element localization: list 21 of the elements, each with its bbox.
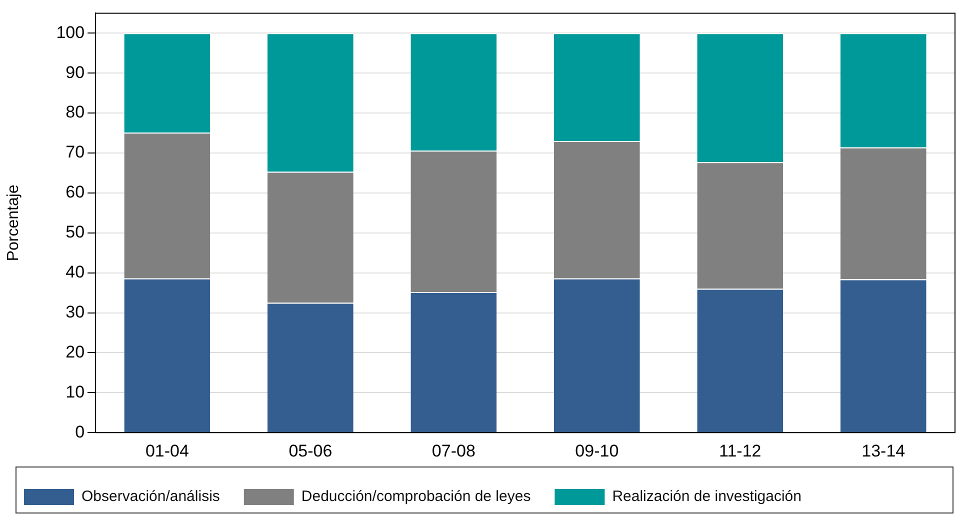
y-tick-label: 100 — [56, 22, 85, 42]
y-tick-label: 20 — [66, 342, 85, 362]
y-tick-label: 70 — [66, 142, 85, 162]
y-tick-label: 90 — [66, 62, 85, 82]
x-tick-label: 11-12 — [719, 441, 762, 460]
x-tick-label: 09-10 — [575, 441, 619, 460]
x-tick-label: 13-14 — [862, 441, 906, 460]
y-tick-label: 0 — [75, 422, 85, 442]
y-tick-label: 40 — [66, 262, 85, 282]
y-tick-label: 60 — [66, 182, 85, 202]
x-tick-label: 01-04 — [145, 441, 189, 460]
y-axis-title: Porcentaje — [5, 184, 22, 262]
y-tick-label: 50 — [66, 222, 85, 242]
legend-label: Deducción/comprobación de leyes — [301, 488, 531, 506]
legend-label: Observación/análisis — [82, 488, 220, 506]
legend-label: Realización de investigación — [612, 488, 802, 506]
y-tick-label: 30 — [66, 302, 85, 322]
x-tick-label: 05-06 — [288, 441, 332, 460]
y-tick-label: 80 — [66, 102, 85, 122]
x-tick-label: 07-08 — [432, 441, 476, 460]
y-tick-label: 10 — [66, 382, 85, 402]
